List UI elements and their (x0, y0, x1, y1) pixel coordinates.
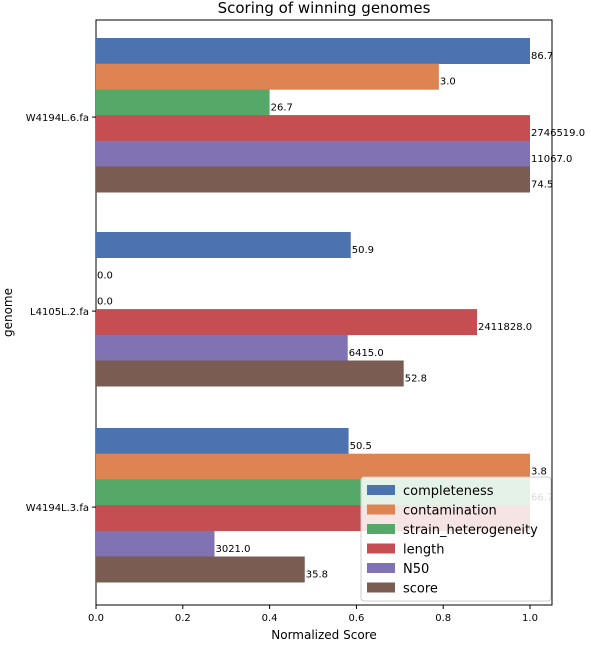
bar-label-contamination-2: 3.8 (531, 467, 547, 478)
legend-label-score: score (403, 582, 438, 597)
bar-label-contamination-0: 3.0 (440, 77, 456, 88)
bar-label-N50-1: 6415.0 (349, 348, 384, 359)
bar-label-completeness-0: 86.7 (531, 51, 553, 62)
y-tick-label: W4194L.3.fa (26, 503, 89, 514)
bar-label-strain_heterogeneity-0: 26.7 (271, 102, 293, 113)
x-axis: 0.0 0.2 0.4 0.6 0.8 1.0 (88, 605, 538, 624)
legend-swatch-length (367, 543, 395, 554)
y-tick-label: W4194L.6.fa (26, 113, 89, 124)
bar-label-strain_heterogeneity-1: 0.0 (97, 296, 113, 307)
bar-completeness-2 (96, 428, 349, 454)
bar-N50-0 (96, 140, 530, 167)
legend-label-length: length (403, 543, 444, 558)
legend-box (360, 476, 552, 602)
bar-contamination-2 (96, 453, 530, 480)
y-axis: W4194L.6.fa L4105L.2.fa W4194L.3.fa (26, 113, 96, 514)
legend-swatch-strain_heterogeneity (367, 524, 395, 534)
bar-label-N50-0: 11067.0 (531, 154, 572, 165)
bar-label-score-0: 74.5 (531, 180, 553, 191)
bars-group (96, 38, 530, 583)
bar-score-0 (96, 166, 530, 193)
chart-title: Scoring of winning genomes (218, 0, 431, 17)
bar-length-1 (96, 309, 478, 336)
legend-label-N50: N50 (403, 562, 429, 577)
bar-label-contamination-1: 0.0 (97, 271, 113, 282)
legend-swatch-N50 (367, 563, 395, 573)
x-tick-label: 0.4 (262, 613, 278, 624)
legend-label-contamination: contamination (403, 504, 497, 519)
x-tick-label: 0.6 (348, 613, 364, 624)
legend-swatch-contamination (367, 504, 395, 515)
bar-label-score-1: 52.8 (405, 374, 427, 385)
legend-swatch-score (367, 582, 395, 593)
bar-score-2 (96, 556, 305, 583)
bar-labels-group: 86.7 3.0 26.7 2746519.0 11067.0 74.5 50.9 0.0 0.… (97, 51, 585, 581)
bar-score-1 (96, 360, 404, 387)
legend-swatch-completeness (367, 485, 395, 495)
legend-label-completeness: completeness (403, 484, 494, 499)
bar-N50-1 (96, 334, 348, 361)
bar-label-score-2: 35.8 (306, 570, 328, 581)
bar-contamination-0 (96, 63, 439, 90)
x-axis-title: Normalized Score (271, 628, 376, 642)
x-tick-label: 0.2 (175, 613, 191, 624)
bar-N50-2 (96, 530, 215, 557)
x-tick-label: 0.8 (435, 613, 451, 624)
x-tick-label: 0.0 (88, 613, 104, 624)
bar-label-length-0: 2746519.0 (531, 128, 585, 139)
y-tick-label: L4105L.2.fa (30, 307, 89, 318)
bar-label-completeness-2: 50.5 (350, 441, 372, 452)
bar-strain_heterogeneity-0 (96, 89, 270, 116)
x-tick-label: 1.0 (522, 613, 538, 624)
bar-completeness-0 (96, 38, 530, 64)
y-axis-title: genome (1, 288, 15, 337)
legend: completeness contamination strain_heteroge… (360, 476, 552, 602)
bar-completeness-1 (96, 232, 351, 258)
bar-label-N50-2: 3021.0 (215, 544, 250, 555)
bar-label-completeness-1: 50.9 (352, 245, 374, 256)
bar-length-0 (96, 115, 530, 142)
bar-label-length-1: 2411828.0 (478, 322, 532, 333)
legend-label-strain_heterogeneity: strain_heterogeneity (403, 523, 538, 538)
